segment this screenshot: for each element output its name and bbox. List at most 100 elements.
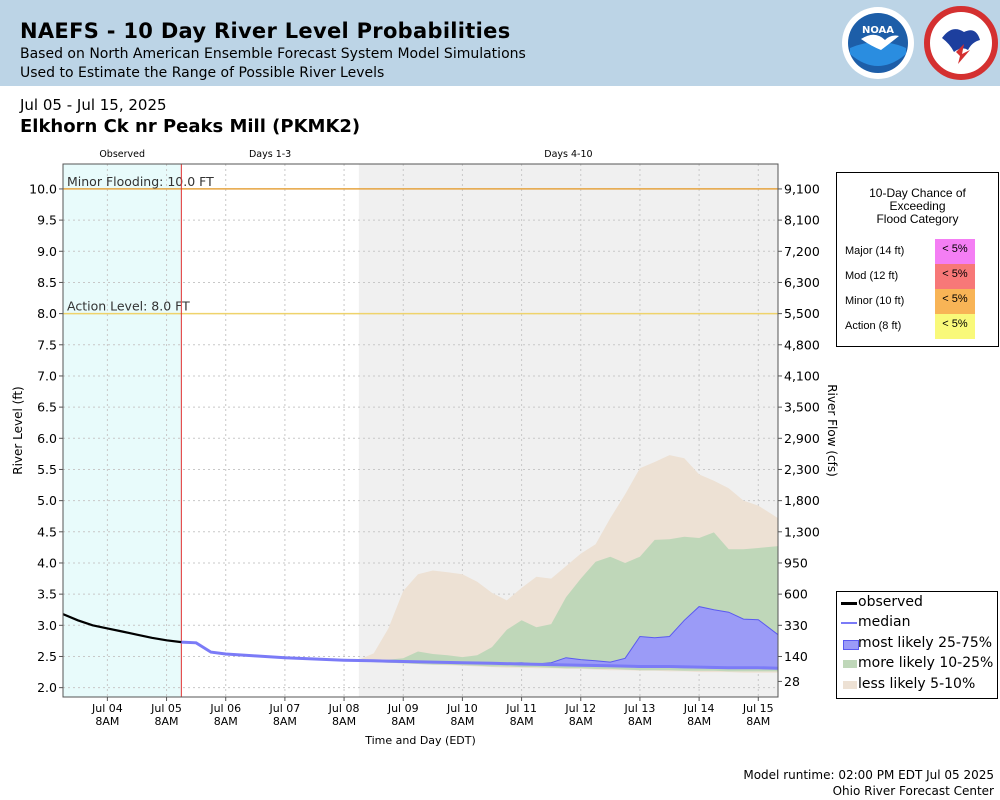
y-right-tick-label: 4,100: [784, 368, 820, 383]
y-tick-label: 5.5: [37, 462, 57, 477]
flood-chance-title-line-2: Exceeding: [889, 199, 946, 213]
band-most-likely-25-75-: [358, 606, 778, 670]
x-tick-time: 8AM: [332, 715, 356, 728]
noaa-logo-icon: NOAA: [842, 7, 914, 79]
y-tick-label: 3.5: [37, 587, 57, 602]
x-tick-time: 8AM: [746, 715, 770, 728]
y-right-tick-label: 9,100: [784, 181, 820, 196]
legend-label: less likely 5-10%: [858, 676, 976, 692]
x-tick-time: 8AM: [569, 715, 593, 728]
legend-label: more likely 10-25%: [858, 655, 994, 671]
threshold-label: Action Level: 8.0 FT: [67, 299, 190, 314]
band-10-25-swatch-icon: [843, 660, 857, 668]
y-right-tick-label: 3,500: [784, 400, 820, 415]
flood-row-major: Major (14 ft) < 5%: [837, 239, 998, 264]
plot-frame: [62, 163, 779, 698]
flood-category-label: Action (8 ft): [845, 320, 902, 332]
legend-item-median: median: [837, 613, 997, 633]
x-tick-time: 8AM: [391, 715, 415, 728]
x-tick-day: Jul 06: [209, 702, 241, 715]
y-tick-label: 8.5: [37, 275, 57, 290]
y-right-tick-label: 600: [784, 587, 808, 602]
legend-item-observed: observed: [837, 593, 997, 613]
flood-chance-value: < 5%: [935, 239, 975, 264]
flood-chance-value: < 5%: [935, 264, 975, 289]
y-tick-label: 9.5: [37, 213, 57, 228]
flood-chance-value: < 5%: [935, 289, 975, 314]
flood-category-label: Minor (10 ft): [845, 295, 905, 307]
flood-chance-value: < 5%: [935, 314, 975, 339]
y-tick-label: 2.5: [37, 649, 57, 664]
y-right-tick-label: 330: [784, 618, 808, 633]
noaa-logo-text: NOAA: [862, 25, 894, 36]
y-right-tick-label: 950: [784, 555, 808, 570]
y-axis-title-left: River Level (ft): [11, 386, 25, 474]
x-axis-title: Time and Day (EDT): [364, 734, 476, 747]
legend-item-10-25: more likely 10-25%: [837, 654, 997, 674]
y-tick-label: 9.0: [37, 244, 57, 259]
x-tick-time: 8AM: [628, 715, 652, 728]
y-right-tick-label: 2,300: [784, 462, 820, 477]
legend-label: median: [858, 614, 911, 630]
region-bg-2: [181, 164, 359, 697]
forecast-center: Ohio River Forecast Center: [832, 784, 994, 798]
header-banner: NAEFS - 10 Day River Level Probabilities…: [0, 0, 1000, 86]
x-tick-day: Jul 13: [624, 702, 656, 715]
y-right-tick-label: 140: [784, 649, 808, 664]
flood-row-action: Action (8 ft) < 5%: [837, 314, 998, 339]
legend-label: observed: [858, 594, 923, 610]
x-tick-day: Jul 10: [446, 702, 478, 715]
y-tick-label: 3.0: [37, 618, 57, 633]
y-right-tick-label: 8,100: [784, 213, 820, 228]
flood-row-minor: Minor (10 ft) < 5%: [837, 289, 998, 314]
flood-chance-title-line-3: Flood Category: [876, 212, 959, 226]
x-tick-time: 8AM: [214, 715, 238, 728]
x-tick-day: Jul 04: [91, 702, 123, 715]
band-5-10-swatch-icon: [843, 681, 857, 689]
y-right-tick-label: 6,300: [784, 275, 820, 290]
y-tick-label: 8.0: [37, 306, 57, 321]
subtitle-1: Based on North American Ensemble Forecas…: [20, 46, 526, 62]
y-right-tick-label: 7,200: [784, 244, 820, 259]
flood-category-label: Major (14 ft): [845, 245, 905, 257]
legend-label: most likely 25-75%: [858, 635, 993, 651]
x-tick-time: 8AM: [450, 715, 474, 728]
y-axis-title-right: River Flow (cfs): [825, 384, 839, 477]
model-runtime: Model runtime: 02:00 PM EDT Jul 05 2025: [743, 768, 994, 782]
flood-chance-table: 10-Day Chance of Exceeding Flood Categor…: [836, 172, 999, 347]
y-tick-label: 5.0: [37, 493, 57, 508]
threshold-label: Minor Flooding: 10.0 FT: [67, 174, 214, 189]
legend-item-5-10: less likely 5-10%: [837, 675, 997, 695]
region-label: Observed: [99, 149, 145, 160]
y-right-tick-label: 1,800: [784, 493, 820, 508]
nws-logo-icon: NATIONAL WEATHER SERVICE: [924, 6, 998, 80]
subtitle-2: Used to Estimate the Range of Possible R…: [20, 65, 385, 81]
x-tick-day: Jul 05: [150, 702, 182, 715]
y-tick-label: 2.0: [37, 680, 57, 695]
flood-chance-title: 10-Day Chance of Exceeding Flood Categor…: [837, 187, 998, 226]
x-tick-day: Jul 14: [683, 702, 715, 715]
y-right-tick-label: 2,900: [784, 431, 820, 446]
page-title: NAEFS - 10 Day River Level Probabilities: [20, 19, 511, 43]
flood-row-moderate: Mod (12 ft) < 5%: [837, 264, 998, 289]
x-tick-time: 8AM: [510, 715, 534, 728]
y-tick-label: 4.0: [37, 555, 57, 570]
y-right-tick-label: 28: [784, 674, 800, 689]
legend-item-25-75: most likely 25-75%: [837, 634, 997, 654]
x-tick-time: 8AM: [155, 715, 179, 728]
observed-line-icon: [841, 602, 857, 605]
y-tick-label: 4.5: [37, 524, 57, 539]
y-right-tick-label: 5,500: [784, 306, 820, 321]
x-tick-time: 8AM: [687, 715, 711, 728]
x-tick-day: Jul 11: [505, 702, 537, 715]
y-right-tick-label: 1,300: [784, 524, 820, 539]
y-tick-label: 10.0: [29, 181, 57, 196]
median-line: [181, 640, 779, 670]
y-tick-label: 7.0: [37, 368, 57, 383]
y-right-tick-label: 4,800: [784, 337, 820, 352]
x-tick-day: Jul 08: [328, 702, 360, 715]
x-tick-time: 8AM: [273, 715, 297, 728]
y-tick-label: 7.5: [37, 337, 57, 352]
region-label: Days 1-3: [249, 149, 291, 160]
y-tick-label: 6.0: [37, 431, 57, 446]
